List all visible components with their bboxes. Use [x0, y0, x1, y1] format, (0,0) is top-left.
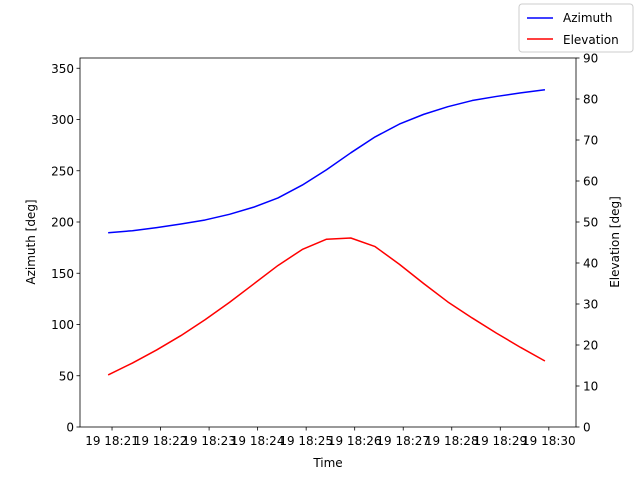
plot-area [79, 57, 577, 428]
x-tick-label: 19 18:23 [182, 434, 236, 448]
left-y-tick-label: 150 [51, 267, 74, 281]
left-y-tick-label: 100 [51, 318, 74, 332]
series-layer [107, 89, 546, 376]
right-y-tick-label: 30 [583, 298, 598, 312]
x-tick-label: 19 18:27 [376, 434, 430, 448]
legend-label-azimuth: Azimuth [563, 11, 612, 25]
left-y-tick-label: 350 [51, 62, 74, 76]
x-tick-label: 19 18:25 [279, 434, 333, 448]
x-tick-label: 19 18:22 [134, 434, 188, 448]
legend-label-elevation: Elevation [563, 33, 619, 47]
right-y-tick-label: 50 [583, 216, 598, 230]
legend: Azimuth Elevation [518, 3, 634, 53]
left-y-axis-label: Azimuth [deg] [24, 199, 38, 284]
right-y-axis: 0 10 20 30 40 50 60 70 80 90 [576, 52, 598, 435]
right-y-tick-label: 60 [583, 175, 598, 189]
left-y-tick-label: 250 [51, 164, 74, 178]
left-y-tick-label: 200 [51, 216, 74, 230]
right-y-tick-label: 10 [583, 380, 598, 394]
x-tick-label: 19 18:26 [328, 434, 382, 448]
x-tick-label: 19 18:21 [85, 434, 139, 448]
right-y-axis-label: Elevation [deg] [608, 196, 622, 288]
x-tick-label: 19 18:30 [522, 434, 576, 448]
right-y-tick-label: 0 [583, 421, 591, 435]
left-y-tick-label: 50 [59, 369, 74, 383]
left-y-axis: 0 50 100 150 200 250 300 350 [51, 62, 80, 435]
right-y-tick-label: 90 [583, 52, 598, 66]
x-axis-label: Time [312, 456, 342, 470]
right-y-tick-label: 80 [583, 93, 598, 107]
legend-box [518, 3, 634, 53]
right-y-tick-label: 70 [583, 134, 598, 148]
series-line-azimuth [108, 89, 546, 234]
right-y-tick-label: 20 [583, 339, 598, 353]
left-y-tick-label: 300 [51, 113, 74, 127]
x-tick-label: 19 18:29 [473, 434, 527, 448]
left-y-tick-label: 0 [66, 421, 74, 435]
x-tick-label: 19 18:28 [425, 434, 479, 448]
right-y-tick-label: 40 [583, 257, 598, 271]
series-line-elevation [107, 237, 546, 376]
x-tick-label: 19 18:24 [231, 434, 285, 448]
